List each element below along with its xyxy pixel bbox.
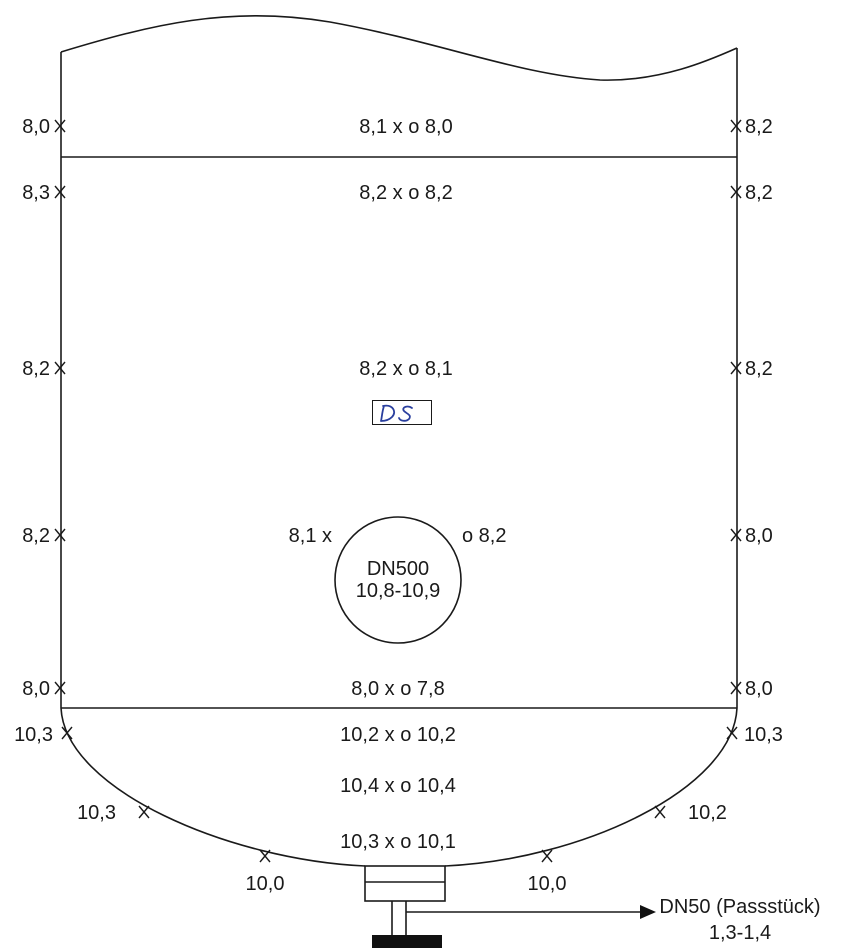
label-bottom-row1: 10,2 x o 10,2: [340, 724, 456, 746]
manhole-name: DN500: [367, 558, 429, 580]
mark-right-edge: [726, 726, 738, 740]
mark-left-3: [54, 361, 66, 375]
label-top-right: 8,2: [745, 116, 773, 138]
mark-left-5: [54, 681, 66, 695]
mark-right-5: [730, 681, 742, 695]
handwritten-initials-signature: [380, 404, 413, 422]
label-bottom-right-low: 10,0: [528, 873, 567, 895]
mark-right-mid: [654, 805, 666, 819]
label-row2-left: 8,2: [22, 358, 50, 380]
label-bottom-row3: 10,3 x o 10,1: [340, 831, 456, 853]
mark-left-edge: [61, 726, 73, 740]
label-bottom-left-mid: 10,3: [77, 802, 116, 824]
label-row2-center: 8,2 x o 8,1: [359, 358, 452, 380]
label-row1-left: 8,3: [22, 182, 50, 204]
measurement-marks: [54, 119, 742, 863]
initials-stamp: [372, 400, 432, 425]
label-row3-center-left: 8,1 x: [289, 525, 332, 547]
label-row3-right: 8,0: [745, 525, 773, 547]
manhole-value: 10,8-10,9: [356, 580, 441, 602]
nozzle-name: DN50 (Passstück): [659, 896, 820, 918]
label-row3-center-right: o 8,2: [462, 525, 506, 547]
label-bottom-row2: 10,4 x o 10,4: [340, 775, 456, 797]
label-row4-left: 8,0: [22, 678, 50, 700]
label-row3-left: 8,2: [22, 525, 50, 547]
mark-left-2: [54, 185, 66, 199]
mark-left-1: [54, 119, 66, 133]
label-row1-center: 8,2 x o 8,2: [359, 182, 452, 204]
label-bottom-left-edge: 10,3: [14, 724, 53, 746]
top-cut-line: [60, 14, 738, 81]
manhole-circle: [334, 516, 462, 644]
label-row4-center: 8,0 x o 7,8: [351, 678, 444, 700]
nozzle-base-plate: [372, 935, 442, 948]
label-bottom-right-edge: 10,3: [744, 724, 783, 746]
label-bottom-left-low: 10,0: [246, 873, 285, 895]
mark-left-4: [54, 528, 66, 542]
mark-right-2: [730, 185, 742, 199]
label-row2-right: 8,2: [745, 358, 773, 380]
mark-right-4: [730, 528, 742, 542]
label-row4-right: 8,0: [745, 678, 773, 700]
label-top-center: 8,1 x o 8,0: [359, 116, 452, 138]
mark-right-3: [730, 361, 742, 375]
mark-left-low: [259, 849, 271, 863]
label-bottom-right-mid: 10,2: [688, 802, 727, 824]
nozzle-flange: [364, 865, 446, 902]
label-top-left: 8,0: [22, 116, 50, 138]
label-row1-right: 8,2: [745, 182, 773, 204]
bottom-head-curve: [60, 707, 738, 867]
mark-right-low: [541, 849, 553, 863]
nozzle-arrow-head: [640, 905, 656, 919]
mark-left-mid: [138, 805, 150, 819]
mark-right-1: [730, 119, 742, 133]
nozzle-value: 1,3-1,4: [709, 922, 771, 944]
